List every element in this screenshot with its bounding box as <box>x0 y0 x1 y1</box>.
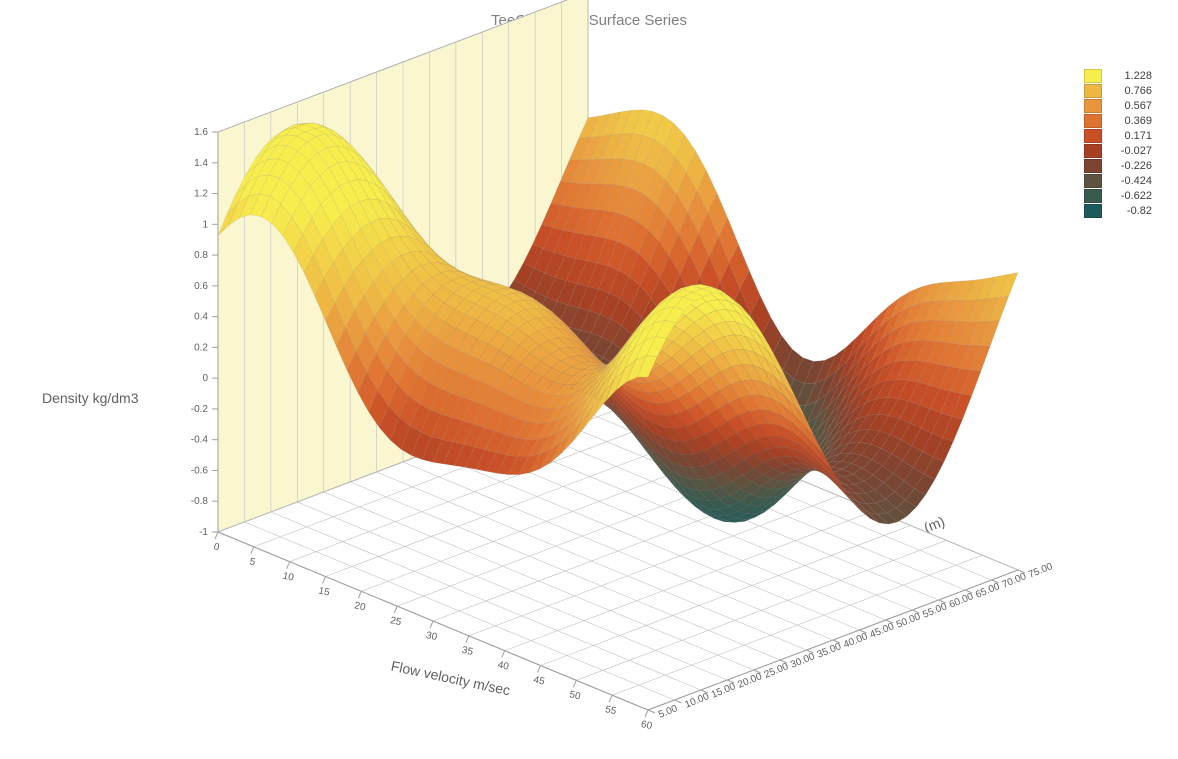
svg-text:1: 1 <box>202 219 208 230</box>
svg-text:0.4: 0.4 <box>194 312 208 323</box>
svg-text:1.2: 1.2 <box>194 189 208 200</box>
svg-text:35: 35 <box>461 645 475 658</box>
svg-text:0.6: 0.6 <box>194 281 208 292</box>
svg-text:-0.6: -0.6 <box>191 465 209 476</box>
svg-text:0.2: 0.2 <box>194 342 208 353</box>
svg-text:0: 0 <box>213 542 221 554</box>
svg-text:1.6: 1.6 <box>194 127 208 138</box>
svg-text:50: 50 <box>568 689 582 702</box>
svg-text:-0.2: -0.2 <box>191 404 209 415</box>
svg-text:-0.4: -0.4 <box>191 435 209 446</box>
svg-text:75.00: 75.00 <box>1027 561 1055 581</box>
svg-text:-0.8: -0.8 <box>191 496 209 507</box>
svg-text:60: 60 <box>640 719 654 732</box>
svg-text:1.4: 1.4 <box>194 158 208 169</box>
svg-text:15: 15 <box>317 586 331 599</box>
svg-text:40: 40 <box>497 660 511 673</box>
svg-text:10: 10 <box>282 571 296 584</box>
svg-text:20: 20 <box>353 600 367 613</box>
svg-text:55: 55 <box>604 704 618 717</box>
svg-text:0.8: 0.8 <box>194 250 208 261</box>
svg-text:0: 0 <box>202 373 208 384</box>
svg-text:30: 30 <box>425 630 439 643</box>
svg-text:25: 25 <box>389 615 403 628</box>
svg-text:-1: -1 <box>199 527 208 538</box>
surface-3d-chart: -1 -0.8 -0.6 -0.4 -0.2 0 0.2 0.4 0.6 0.8 1 1.2 1.4 1.… <box>0 0 1178 759</box>
svg-text:5: 5 <box>248 556 256 568</box>
svg-text:45: 45 <box>532 675 546 688</box>
